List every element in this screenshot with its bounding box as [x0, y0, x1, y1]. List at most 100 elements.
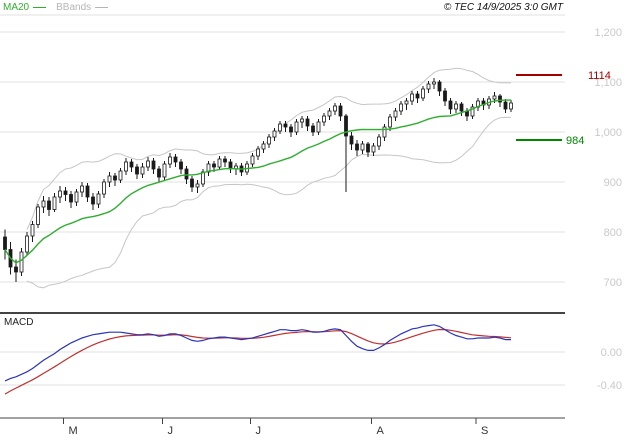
legend-bbands: BBands	[56, 2, 109, 13]
candle-body	[426, 83, 431, 90]
candle-body	[223, 158, 227, 163]
candle-body	[498, 95, 502, 103]
candle-body	[459, 103, 464, 112]
ma20-legend-label: MA20	[3, 2, 30, 13]
bb-lower-line	[26, 116, 512, 289]
candle-body	[410, 93, 414, 102]
candle-body	[173, 156, 178, 163]
price-tick-label: 800	[604, 227, 622, 239]
candle-body	[443, 90, 447, 102]
candle-body	[69, 194, 73, 203]
candle-body	[509, 102, 513, 110]
bbands-legend-swatch-icon	[95, 7, 109, 8]
candle-body	[41, 200, 46, 208]
candle-body	[448, 100, 453, 110]
candle-body	[344, 115, 348, 137]
bb-upper-line	[26, 67, 511, 230]
candle-body	[96, 193, 101, 205]
candle-body	[30, 224, 35, 237]
candle-body	[289, 126, 293, 133]
macd-tick-label: 0.00	[601, 347, 622, 359]
ma20-line	[4, 99, 511, 264]
candle-body	[272, 130, 277, 138]
candle-body	[184, 168, 189, 180]
month-label: J	[256, 425, 262, 437]
macd-panel-label: MACD	[4, 317, 34, 328]
price-tick-label: 1,100	[594, 77, 622, 89]
candle-body	[261, 143, 266, 150]
candle-body	[366, 143, 370, 153]
candle-body	[338, 105, 343, 117]
candle-body	[74, 191, 79, 203]
month-label: J	[168, 425, 174, 437]
candle-body	[399, 103, 403, 112]
candle-body	[36, 206, 40, 225]
candle-body	[19, 251, 24, 273]
candle-body	[256, 148, 260, 157]
copyright-text: © TEC 14/9/2025 3:0 GMT	[443, 2, 563, 13]
candle-body	[327, 110, 332, 117]
candle-body	[250, 155, 255, 165]
candle-body	[162, 163, 167, 178]
candle-body	[151, 160, 156, 170]
candle-body	[168, 156, 172, 165]
candle-body	[212, 163, 216, 168]
candle-body	[355, 143, 359, 151]
candle-body	[3, 236, 7, 250]
candle-body	[146, 160, 150, 168]
candle-body	[437, 81, 442, 92]
candle-body	[421, 88, 425, 99]
candle-body	[300, 118, 304, 123]
candle-body	[217, 158, 222, 168]
price-tick-label: 1,000	[594, 127, 622, 139]
resistance-label: 1114	[588, 70, 611, 82]
support-label: 984	[566, 135, 584, 147]
candle-body	[283, 123, 288, 128]
candle-body	[190, 178, 194, 188]
candle-body	[294, 121, 299, 133]
macd-signal-line	[4, 328, 512, 395]
candle-body	[14, 266, 18, 273]
candle-body	[278, 123, 282, 132]
candle-body	[360, 143, 365, 151]
month-label: A	[377, 425, 385, 437]
candle-body	[47, 200, 51, 210]
candle-body	[113, 175, 117, 181]
candle-body	[377, 136, 381, 147]
candle-body	[102, 181, 106, 195]
candle-body	[371, 145, 376, 153]
candle-body	[206, 163, 211, 173]
candle-body	[85, 185, 90, 198]
candle-body	[63, 190, 68, 195]
macd-line	[4, 324, 511, 382]
month-label: M	[69, 425, 78, 437]
candle-body	[492, 95, 497, 100]
candle-body	[58, 190, 62, 198]
candle-body	[349, 135, 354, 145]
candle-body	[316, 121, 321, 133]
price-tick-label: 900	[604, 177, 622, 189]
price-tick-label: 700	[604, 277, 622, 289]
candle-body	[107, 175, 112, 183]
candle-body	[118, 170, 123, 181]
candle-body	[201, 171, 205, 185]
candle-body	[267, 136, 271, 145]
candle-body	[80, 185, 84, 193]
legend-ma20: MA20	[3, 2, 47, 13]
candle-body	[311, 125, 315, 133]
ma20-legend-swatch-icon	[33, 7, 47, 8]
candle-body	[91, 196, 95, 205]
candle-body	[382, 126, 387, 138]
candle-body	[124, 161, 128, 172]
candle-body	[305, 118, 310, 127]
candle-body	[415, 93, 420, 99]
candle-body	[179, 161, 183, 170]
candle-body	[25, 235, 29, 253]
chart-header: MA20 BBands © TEC 14/9/2025 3:0 GMT	[3, 1, 627, 14]
candle-body	[333, 105, 337, 112]
candle-body	[322, 115, 326, 123]
candle-body	[432, 81, 436, 85]
month-label: S	[481, 425, 488, 437]
